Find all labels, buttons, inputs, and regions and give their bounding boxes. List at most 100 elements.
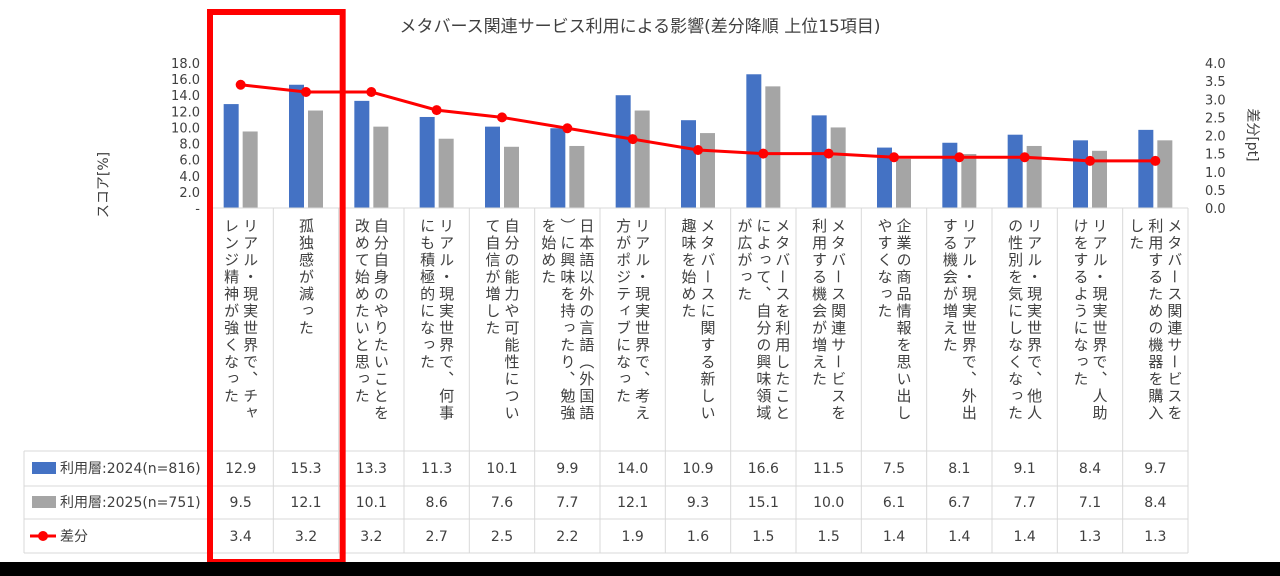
category-label-line: リアル・現実世界で、チャ (241, 218, 259, 422)
bar-2024 (746, 74, 762, 209)
category-label-line: リアル・現実世界で、外出 (960, 218, 978, 422)
right-axis-title: 差分[pt] (1244, 108, 1260, 161)
table-cell: 1.4 (1014, 529, 1036, 545)
right-tick-label: 4.0 (1205, 57, 1226, 72)
bar-2025 (308, 110, 323, 208)
table-cell: 15.3 (290, 461, 321, 477)
table-cell: 1.5 (752, 529, 774, 545)
bar-2024 (289, 84, 304, 208)
bar-marks (208, 74, 1188, 209)
chart-title: メタバース関連サービス利用による影響(差分降順 上位15項目) (400, 17, 881, 37)
difference-point (562, 123, 573, 134)
category-label-line: 改めて始めたいと思った (353, 218, 371, 405)
category-label-line: が広がった (735, 218, 753, 303)
table-cell: 2.7 (426, 529, 448, 545)
category-label-line: を始めた (539, 218, 557, 286)
table-cell: 13.3 (356, 461, 387, 477)
bar-2024 (485, 126, 500, 208)
table-cell: 10.1 (356, 495, 387, 511)
bar-2024 (615, 95, 631, 208)
bar-2024 (1138, 129, 1154, 208)
table-cell: 10.1 (486, 461, 517, 477)
difference-point (758, 148, 769, 159)
category-label-line: 利用するための機器を購入 (1146, 218, 1164, 422)
difference-point (235, 79, 246, 90)
right-tick-label: 3.5 (1205, 75, 1226, 90)
left-tick-label: - (195, 202, 200, 217)
legend-key-2024 (32, 462, 56, 474)
legend-label-diff: 差分 (60, 529, 88, 545)
bar-2025 (438, 138, 454, 208)
left-tick-label: 18.0 (171, 57, 200, 72)
difference-point (823, 148, 834, 159)
left-tick-label: 8.0 (179, 138, 200, 153)
right-axis: 0.0 0.5 1.0 1.5 2.0 2.5 3.0 3.5 4.0 (1205, 57, 1226, 217)
table-cell: 1.4 (883, 529, 905, 545)
bar-2024 (419, 116, 435, 208)
bar-2024 (1007, 134, 1023, 208)
data-table: 利用層:2024(n=816) 利用層:2025(n=751) 差分 12.9 15.3… (23, 208, 1189, 554)
right-tick-label: 2.5 (1205, 111, 1226, 126)
table-cell: 1.6 (687, 529, 709, 545)
category-label-line: やすくなった (876, 218, 894, 320)
table-cell: 12.9 (225, 461, 256, 477)
left-tick-label: 10.0 (171, 121, 200, 136)
left-axis: -2.04.06.08.0 10.012.014.016.018.0 (171, 57, 200, 217)
difference-point (1085, 155, 1095, 166)
category-label-line: リアル・現実世界で、考え (633, 218, 651, 422)
bar-2025 (634, 110, 650, 208)
table-cell: 9.7 (1144, 461, 1166, 477)
category-label-line: メタバース関連サービスを (829, 218, 847, 422)
table-cell: 16.6 (748, 461, 779, 477)
bar-2024 (681, 120, 696, 208)
bar-2025 (896, 158, 911, 208)
table-cell: 7.6 (491, 495, 513, 511)
category-label-line: にも積極的になった (418, 218, 436, 371)
table-cell: 15.1 (748, 495, 779, 511)
category-label-line: けをするようになった (1072, 218, 1090, 388)
table-cell: 6.7 (948, 495, 970, 511)
table-cell: 10.9 (682, 461, 713, 477)
category-label-line: ）に興味を持ったり、勉強 (558, 218, 576, 422)
table-cell: 14.0 (617, 461, 648, 477)
table-cell: 7.7 (1014, 495, 1036, 511)
table-cell: 3.2 (295, 529, 317, 545)
bar-2025 (830, 127, 846, 208)
category-label-line: レンジ精神が強くなった (222, 218, 240, 405)
left-tick-label: 14.0 (171, 89, 200, 104)
table-cell: 8.6 (426, 495, 448, 511)
difference-point (693, 145, 703, 155)
category-label-line: リアル・現実世界で、他人 (1025, 218, 1043, 422)
table-cell: 1.5 (818, 529, 840, 545)
table-cell: 1.9 (622, 529, 644, 545)
difference-point (889, 152, 899, 163)
right-tick-label: 0.5 (1205, 184, 1226, 199)
bar-2024 (223, 104, 239, 208)
left-tick-label: 4.0 (179, 170, 200, 185)
table-cell: 3.2 (360, 529, 382, 545)
difference-point (1150, 155, 1161, 166)
left-tick-label: 2.0 (179, 186, 200, 201)
table-cell: 8.1 (948, 461, 970, 477)
table-cell: 9.9 (556, 461, 578, 477)
table-cell: 3.4 (230, 529, 252, 545)
bar-2025 (765, 86, 781, 208)
category-label-line: 方がポジティブになった (614, 218, 632, 405)
difference-point (366, 87, 377, 97)
difference-point (954, 152, 965, 163)
category-label-line: 日本語以外の言語（外国語 (577, 218, 595, 422)
category-label-line: 自分自身のやりたいことを (372, 218, 390, 422)
bar-2025 (373, 126, 389, 208)
left-tick-label: 6.0 (179, 154, 200, 169)
category-label-line: 孤独感が減った (297, 218, 315, 337)
difference-point (431, 105, 442, 116)
table-cell: 11.3 (421, 461, 452, 477)
category-label-line: て自信が増した (484, 218, 502, 337)
